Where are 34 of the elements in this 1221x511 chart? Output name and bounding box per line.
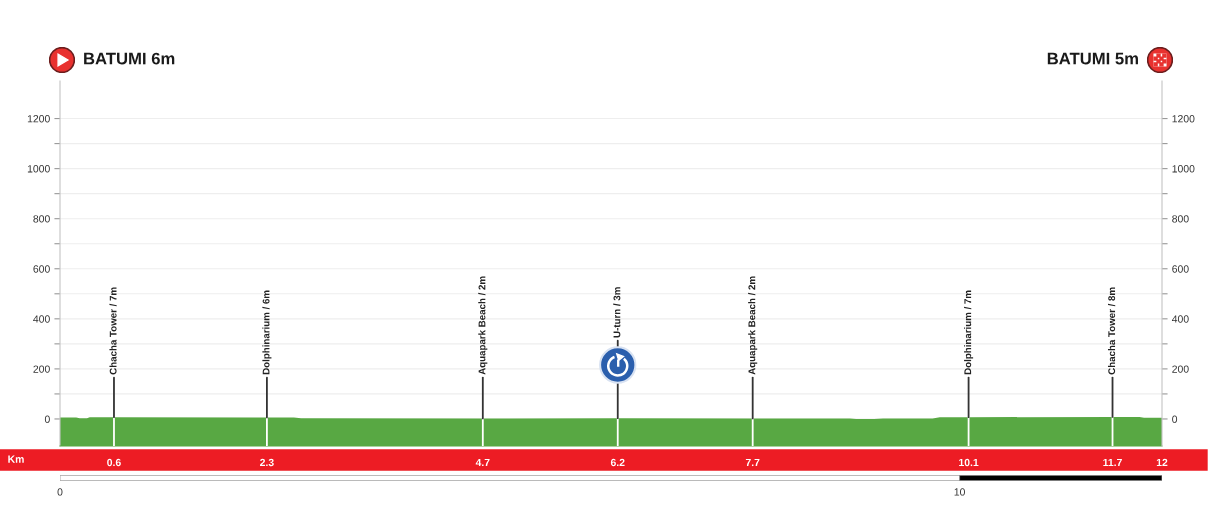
y2-tick-label: 400	[1171, 315, 1189, 323]
x-tick-label: 0.6	[107, 458, 121, 467]
y-tick-label: 1000	[27, 165, 50, 173]
annotation: U-turn / 3m	[613, 287, 621, 338]
annotation: Aquapark Beach / 2m	[748, 276, 758, 375]
y2-tick-label: 1200	[1172, 115, 1195, 123]
y-tick-label: 400	[33, 315, 50, 323]
text: BATUMI 6m	[84, 52, 175, 65]
y-tick-label: 800	[33, 215, 50, 223]
annotation: Chacha Tower / 8m	[1107, 287, 1116, 375]
x-axis-title: Km	[8, 455, 24, 463]
x-tick-label: 2.3	[260, 458, 274, 467]
x2-tick-label: 10	[954, 488, 965, 496]
y2-tick-label: 600	[1172, 265, 1189, 273]
x-tick-label: 7.7	[745, 458, 760, 467]
annotation: Chacha Tower / 7m	[109, 287, 117, 375]
x-tick-label: 6.2	[610, 458, 625, 467]
x-tick-label: 12	[1156, 458, 1168, 467]
y-tick-label: 1200	[27, 115, 50, 123]
annotation: Aquapark Beach / 2m	[478, 276, 488, 375]
annotation: Dolphinarium / 6m	[262, 290, 272, 375]
x2-tick-label: 0	[57, 488, 63, 496]
y2-tick-label: 200	[1172, 365, 1189, 373]
y2-tick-label: 0	[1172, 415, 1178, 423]
y2-tick-label: 1000	[1172, 165, 1195, 173]
x-tick-label: 11.7	[1103, 458, 1122, 467]
y-tick-label: 0	[44, 415, 50, 423]
annotation: Dolphinarium / 7m	[964, 290, 974, 375]
text: BATUMI 5m	[1047, 52, 1138, 65]
y2-tick-label: 800	[1172, 215, 1189, 223]
x-tick-label: 4.7	[475, 458, 490, 467]
y-tick-label: 200	[33, 365, 50, 373]
x-tick-label: 10.1	[959, 458, 979, 467]
y-tick-label: 600	[33, 265, 50, 273]
